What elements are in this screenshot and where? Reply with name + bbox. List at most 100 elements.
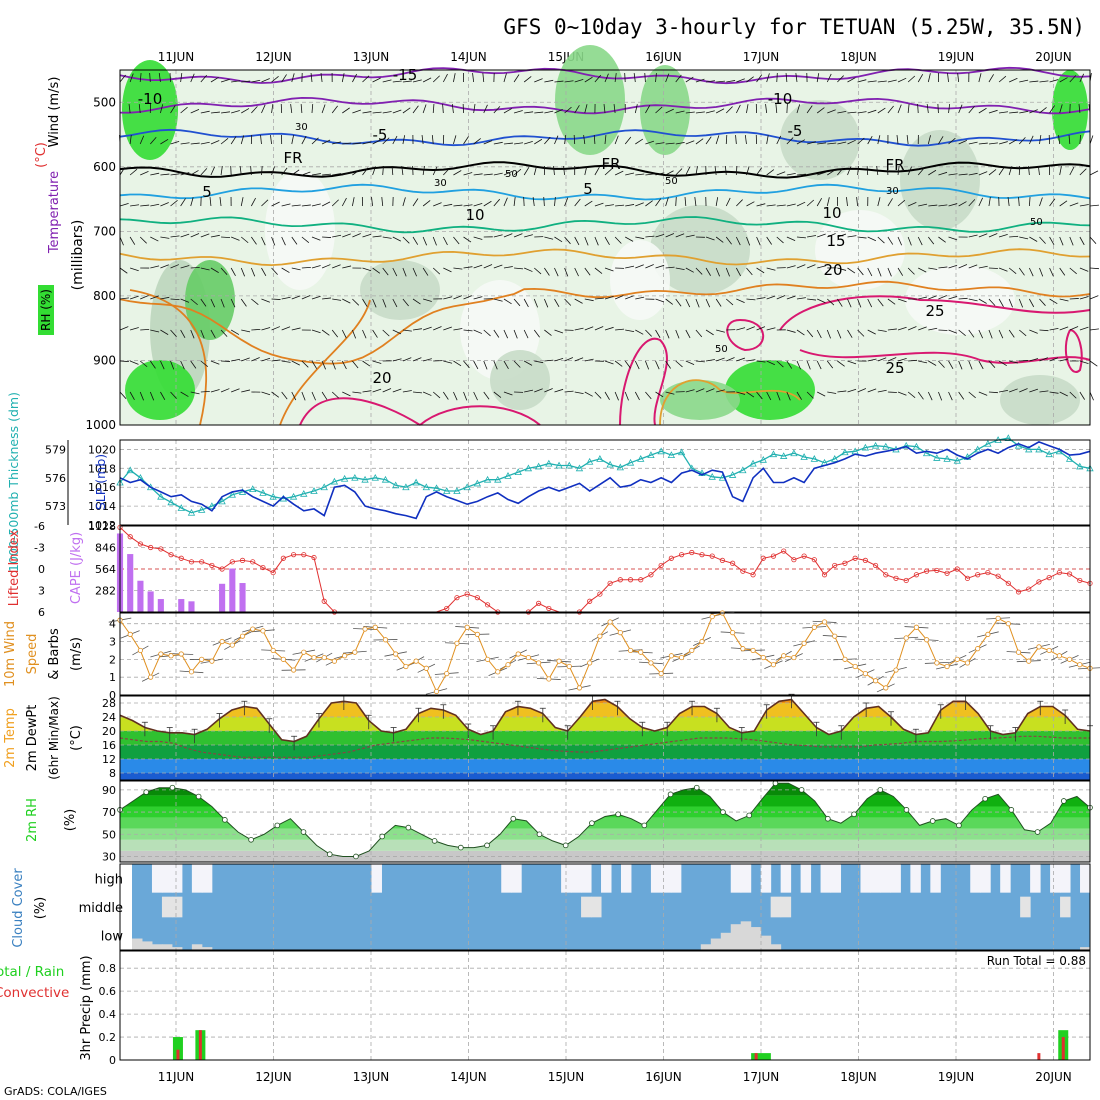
rh-band [120, 795, 1090, 807]
wind-barb [685, 329, 691, 339]
thickness-marker [443, 487, 451, 494]
thickness-marker [1004, 434, 1012, 442]
wind-barb [644, 72, 646, 83]
cape-bar [219, 583, 226, 612]
cloud-clear-high [371, 864, 382, 893]
wind-barb [817, 265, 826, 269]
wind-barb [665, 197, 669, 207]
cloud-clear-high [930, 864, 941, 893]
wind-barb [200, 110, 210, 114]
wind-barb [897, 77, 907, 83]
cloud-unit-title: (%) [33, 897, 48, 920]
wind-barb [1058, 135, 1061, 145]
wind-barb [584, 104, 588, 114]
wind-barb [1059, 236, 1064, 246]
wind-barb [382, 388, 392, 393]
wind-barb [927, 391, 933, 401]
cloud-row-label: low [101, 930, 124, 945]
thickness-marker [780, 452, 788, 459]
rh-marker [248, 837, 254, 843]
wind-barb [1069, 202, 1079, 207]
wind-barb [746, 201, 755, 207]
wind-barb [352, 109, 362, 114]
wind-barb [746, 76, 754, 83]
wind-barb [635, 329, 644, 335]
wind-barb [443, 360, 453, 364]
wind-barb [998, 75, 1007, 83]
wind-barb [806, 329, 814, 338]
wind-barb [554, 329, 564, 334]
wind-barb [1078, 104, 1081, 114]
wind-speed-marker [301, 649, 307, 655]
temp-band [120, 699, 1090, 703]
wind-barb [806, 360, 811, 370]
lifted-index-marker [1046, 574, 1052, 581]
wind-barb [857, 298, 862, 308]
wind-barb [241, 389, 251, 393]
wind-barb [766, 204, 776, 207]
wind-barb [372, 77, 381, 83]
wind-barb [270, 135, 272, 145]
wind-barb [1028, 196, 1031, 207]
wind-barb [1079, 168, 1087, 176]
precip-tick-label: 0.6 [99, 985, 117, 998]
wind-barb [716, 389, 725, 393]
thickness-marker [545, 459, 553, 467]
wind-barb [544, 236, 554, 240]
pressure-tick-label: 600 [93, 160, 116, 174]
wind-barb [917, 74, 924, 83]
wind-barb [271, 267, 278, 275]
wind-barb [241, 80, 251, 83]
wind-barb [948, 173, 958, 176]
wind-barb [422, 104, 427, 114]
wind-barb [917, 391, 924, 400]
thickness-marker [647, 451, 655, 459]
wind-barb [129, 360, 139, 365]
wind-barb [725, 236, 732, 245]
wind-barb [170, 200, 178, 207]
cloud-clear-high [740, 864, 752, 893]
wind-barb [241, 108, 250, 114]
cape-tick-label: 282 [95, 585, 116, 598]
wind-barb [210, 389, 220, 393]
wind-speed-marker [872, 678, 879, 684]
wind-barb [200, 233, 210, 238]
wind-barb [533, 329, 540, 338]
wind-barb [503, 170, 513, 176]
rh-marker [274, 822, 281, 829]
wind-barb [716, 329, 725, 333]
cloud-clear-high [820, 864, 832, 893]
wind-barb [584, 298, 594, 302]
wind-barb [180, 360, 185, 370]
thickness-marker [953, 456, 961, 464]
cape-bar [137, 580, 144, 612]
wind-speed-marker [617, 630, 623, 636]
wind-barb [322, 236, 332, 238]
lifted-index-marker [536, 600, 542, 607]
wind-barb [918, 326, 927, 331]
precip-convective-bar [1037, 1053, 1041, 1060]
wind-barb [544, 136, 551, 145]
wind-barb [796, 173, 806, 176]
rh-contour-label: 30 [295, 122, 308, 133]
wind-barb [473, 391, 478, 401]
wind-barb [382, 236, 392, 239]
wind-barb [180, 233, 190, 238]
wind-barb [837, 390, 847, 393]
thickness-marker [361, 475, 369, 483]
wind-barb [665, 170, 674, 176]
wind-barb [604, 73, 609, 83]
wind-barb [583, 135, 586, 145]
wind-barb [1039, 298, 1046, 306]
wind-barb [695, 360, 705, 363]
wind-barb [281, 360, 291, 363]
wind-barb [170, 105, 176, 114]
wind-barb [917, 167, 925, 176]
wind-barb [281, 74, 287, 83]
lifted-index-marker [913, 572, 920, 578]
lifted-index-marker [903, 577, 909, 584]
wind-barb [150, 329, 160, 333]
pressure-axis-title: (millibars) [70, 220, 86, 291]
wind-barb [624, 136, 632, 145]
